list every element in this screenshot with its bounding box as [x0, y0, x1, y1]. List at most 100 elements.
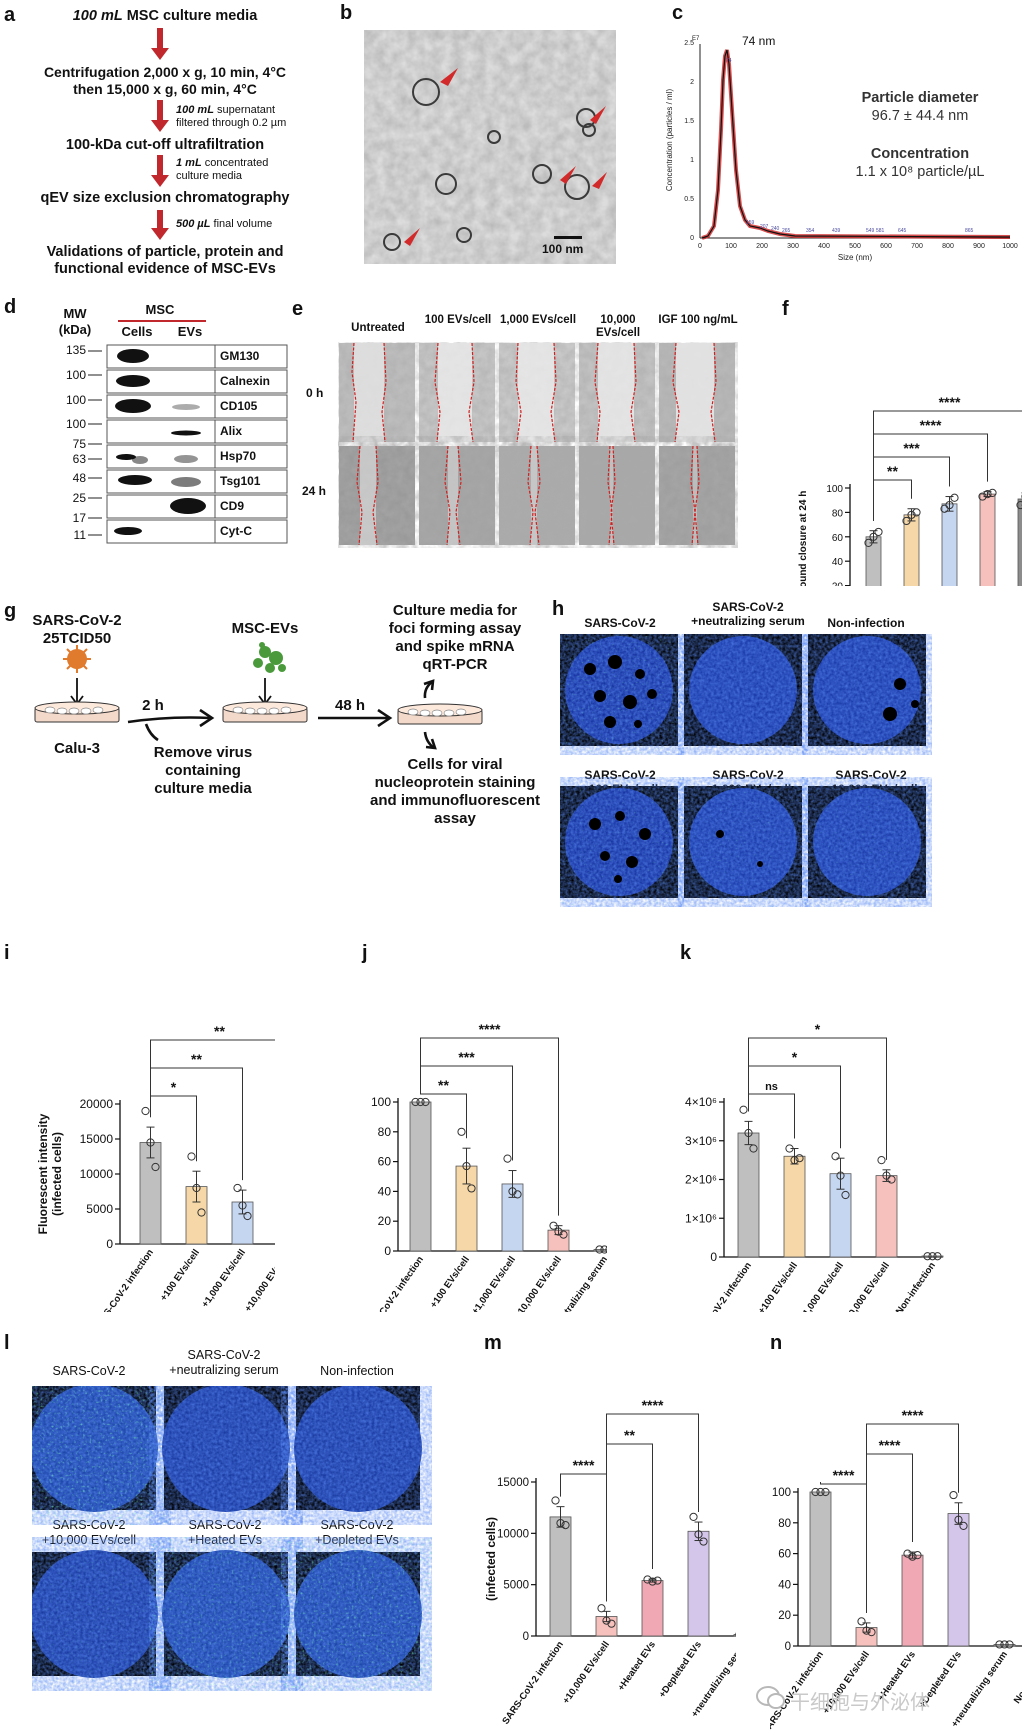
if-l-tile-4	[162, 1550, 290, 1678]
data-point-4-1	[600, 1245, 607, 1254]
schematic-output-cells: Cells for viral nucleoprotein staining and…	[369, 756, 541, 827]
wound-row-0h	[338, 342, 738, 442]
nta-xtick-6: 600	[880, 243, 892, 250]
data-point-1-2	[912, 508, 921, 517]
wound-col-3: 10,000 EVs/cell	[595, 314, 641, 339]
if-panel-l: SARS-CoV-2 SARS-CoV-2 +neutralizing serum…	[24, 1342, 484, 1712]
significance-label-2: ****	[902, 1407, 924, 1423]
western-blot-panel: MW (kDa) MSC Cells EVs	[0, 296, 290, 566]
if-panel-h: SARS-CoV-2 SARS-CoV-2 +neutralizing serum…	[560, 598, 1022, 928]
data-point-0-0	[864, 538, 873, 547]
data-point-1-0	[597, 1604, 606, 1613]
tem-texture	[364, 30, 616, 264]
y-tick-label: 100	[772, 1487, 791, 1499]
panel-letter-n: n	[770, 1332, 783, 1354]
significance-label-0: ns	[765, 1081, 778, 1093]
data-point-2-1	[836, 1171, 845, 1180]
bar-1	[903, 514, 920, 586]
if-l-label-4: SARS-CoV-2 +Heated EVs	[187, 1518, 262, 1547]
nta-concentration-title: Concentration	[870, 146, 970, 162]
blot-kda-label: (kDa)	[58, 322, 92, 337]
bar-4	[921, 1255, 944, 1258]
bar-4	[1017, 498, 1022, 586]
y-tick-label: 20000	[80, 1097, 114, 1111]
y-tick-label: 20	[378, 1214, 392, 1228]
workflow-step-1: 100 mL MSC culture media	[72, 8, 258, 24]
significance-label-1: **	[624, 1427, 635, 1443]
data-point-3-2	[559, 1230, 568, 1239]
bar-1	[783, 1155, 806, 1258]
data-point-0-1	[816, 1487, 825, 1497]
ev-cluster-icon	[253, 642, 286, 673]
data-point-2-0	[831, 1152, 840, 1161]
significance-label-1: ***	[458, 1049, 475, 1065]
bar-3	[947, 1513, 970, 1647]
nta-peak-label-0: 74	[726, 58, 732, 64]
if-l-label-3: SARS-CoV-2 +10,000 EVs/cell	[41, 1518, 137, 1547]
wound-row-1: 24 h	[302, 484, 327, 498]
wound-healing-panel: Untreated 100 EVs/cell 1,000 EVs/cell 10…	[290, 296, 770, 556]
data-point-0-2	[749, 1144, 758, 1153]
nta-xtick-3: 300	[787, 243, 799, 250]
if-l-label-1: SARS-CoV-2 +neutralizing serum	[169, 1348, 279, 1377]
nta-peak-label-3: 240	[771, 226, 780, 232]
nta-peak-label-2: 207	[760, 224, 769, 230]
if-h-label-0: SARS-CoV-2	[584, 616, 656, 630]
y-tick-label: 80	[832, 508, 844, 519]
nta-concentration-value: 1.1 x 10⁸ particle/µL	[855, 164, 985, 180]
workflow-step-3: 100-kDa cut-off ultrafiltration	[65, 137, 265, 153]
data-point-2-2	[243, 1211, 252, 1221]
data-point-0-0	[551, 1496, 560, 1505]
if-l-label-2: Non-infection	[320, 1364, 394, 1378]
y-tick-label: 80	[378, 1125, 392, 1139]
nta-peak-label-4: 265	[782, 228, 791, 234]
blot-marker-9: 11	[73, 528, 86, 542]
y-tick-label: 4×10⁶	[685, 1095, 717, 1109]
blot-protein-1: Calnexin	[220, 374, 271, 388]
nta-peak-label-6: 439	[832, 228, 841, 234]
data-point-4-1	[1000, 1640, 1009, 1649]
infection-schematic: SARS-CoV-2 25TCID50 MSC-EVs Calu-3 2 h 48…	[0, 600, 550, 930]
y-tick-label: 40	[778, 1579, 791, 1591]
category-label-1: +100 EVs/cell	[756, 1260, 800, 1312]
schematic-output-media: Culture media for foci forming assay and s…	[388, 602, 522, 673]
panel-letter-i: i	[4, 942, 10, 964]
data-point-1-1	[907, 510, 916, 519]
data-point-0-0	[411, 1097, 420, 1107]
data-point-4-0	[595, 1245, 604, 1254]
y-tick-label: 20	[832, 582, 844, 586]
category-label-0: SARS-CoV-2 infection	[90, 1247, 156, 1312]
panel-letter-d: d	[4, 296, 17, 318]
data-point-3-2	[988, 488, 997, 497]
category-label-2: +Heated EVs	[616, 1639, 658, 1693]
workflow-note-1: 100 mL supernatant filtered through 0.2 µ…	[176, 104, 287, 129]
blot-marker-0: 135	[65, 343, 86, 357]
nta-ytick-3: 1.5	[684, 118, 694, 125]
data-point-3-2	[959, 1521, 968, 1530]
data-point-0-2	[561, 1521, 570, 1530]
data-point-2-1	[945, 500, 954, 510]
significance-bracket-3	[873, 410, 1022, 521]
data-point-3-0	[949, 1490, 958, 1500]
if-l-label-5: SARS-CoV-2 +Depleted EVs	[315, 1518, 399, 1547]
bar-3	[979, 493, 996, 586]
y-tick-label: 100	[371, 1095, 391, 1109]
significance-label-2: ****	[479, 1021, 501, 1037]
data-point-0-1	[146, 1138, 155, 1147]
nta-ytick-2: 1	[690, 157, 694, 164]
workflow-note-3: 500 µL final volume	[176, 218, 273, 230]
bar-3	[687, 1530, 710, 1637]
tem-image: 100 nm	[364, 30, 616, 264]
significance-bracket-0	[748, 1093, 795, 1139]
nta-peak-label-10: 865	[965, 228, 974, 234]
significance-label-2: ****	[920, 417, 942, 433]
y-tick-label: 60	[832, 533, 844, 544]
blot-marker-1: 100	[65, 368, 86, 382]
significance-label-1: ****	[879, 1437, 901, 1453]
if-l-tile-3	[32, 1550, 158, 1678]
panel-letter-f: f	[782, 298, 789, 320]
blot-protein-5: Tsg101	[220, 474, 261, 488]
category-label-3: +10,000 EVs/cell	[841, 1260, 892, 1312]
category-label-1: +100 EVs/cell	[428, 1254, 472, 1310]
